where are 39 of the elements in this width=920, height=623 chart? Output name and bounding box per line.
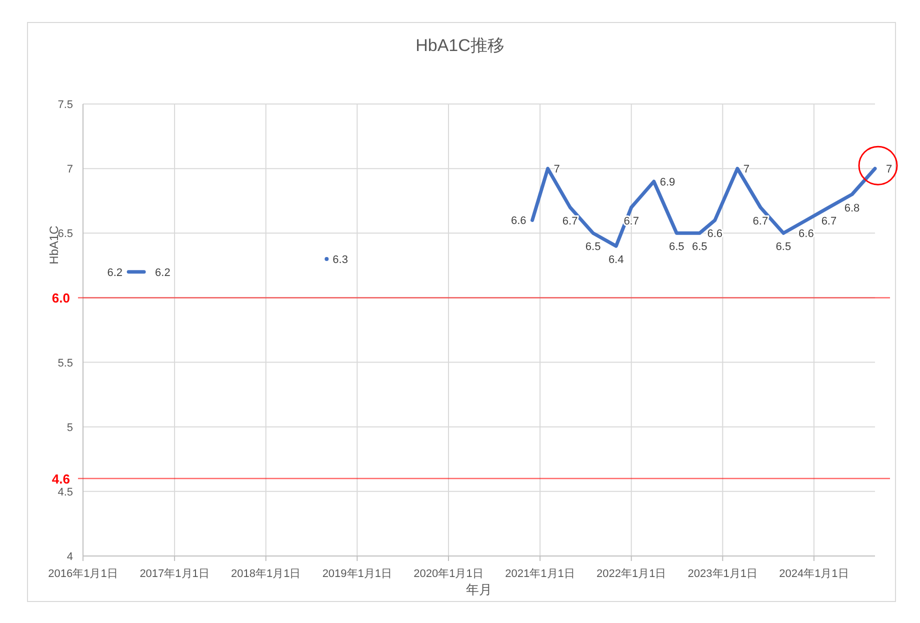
ref-line-label: 4.6 <box>52 472 70 487</box>
data-label: 6.5 <box>692 241 708 254</box>
data-label: 6.6 <box>798 228 814 240</box>
x-tick-label: 2017年1月1日 <box>140 568 210 580</box>
ref-line-label: 6.0 <box>52 290 70 306</box>
data-label: 6.7 <box>562 215 578 228</box>
y-tick-label: 6.5 <box>58 228 73 240</box>
data-label: 6.6 <box>510 215 526 228</box>
y-tick-label: 7 <box>66 164 73 176</box>
data-label: 6.5 <box>585 241 601 254</box>
x-tick-label: 2020年1月1日 <box>414 568 484 580</box>
data-label: 7 <box>554 164 560 176</box>
data-label: 6.2 <box>155 266 170 279</box>
data-label: 6.2 <box>107 266 123 279</box>
data-label: 6.9 <box>660 176 676 188</box>
x-tick-label: 2019年1月1日 <box>322 568 392 580</box>
data-label: 6.4 <box>608 254 624 266</box>
x-tick-label: 2016年1月1日 <box>48 568 118 580</box>
y-tick-label: 5.5 <box>58 357 73 370</box>
x-tick-label: 2022年1月1日 <box>596 568 666 580</box>
x-tick-label: 2021年1月1日 <box>505 568 575 580</box>
y-tick-label: 5 <box>66 422 73 434</box>
data-label: 6.8 <box>844 202 860 214</box>
data-label: 6.7 <box>752 215 768 228</box>
data-label: 6.6 <box>707 228 723 240</box>
data-label: 6.5 <box>776 241 792 254</box>
x-tick-label: 2023年1月1日 <box>688 568 758 580</box>
y-tick-label: 7.5 <box>58 99 73 111</box>
x-axis-title: 年月 <box>466 582 492 597</box>
data-label: 7 <box>886 164 892 176</box>
data-label: 6.5 <box>668 241 684 254</box>
x-tick-label: 2018年1月1日 <box>231 568 301 580</box>
y-tick-label: 4 <box>66 551 73 563</box>
data-label: 7 <box>743 164 750 176</box>
chart-title: HbA1C推移 <box>416 36 504 55</box>
x-tick-label: 2024年1月1日 <box>779 568 849 580</box>
data-label: 6.3 <box>332 254 348 266</box>
data-label: 6.7 <box>821 215 837 228</box>
y-tick-label: 4.5 <box>58 486 73 498</box>
